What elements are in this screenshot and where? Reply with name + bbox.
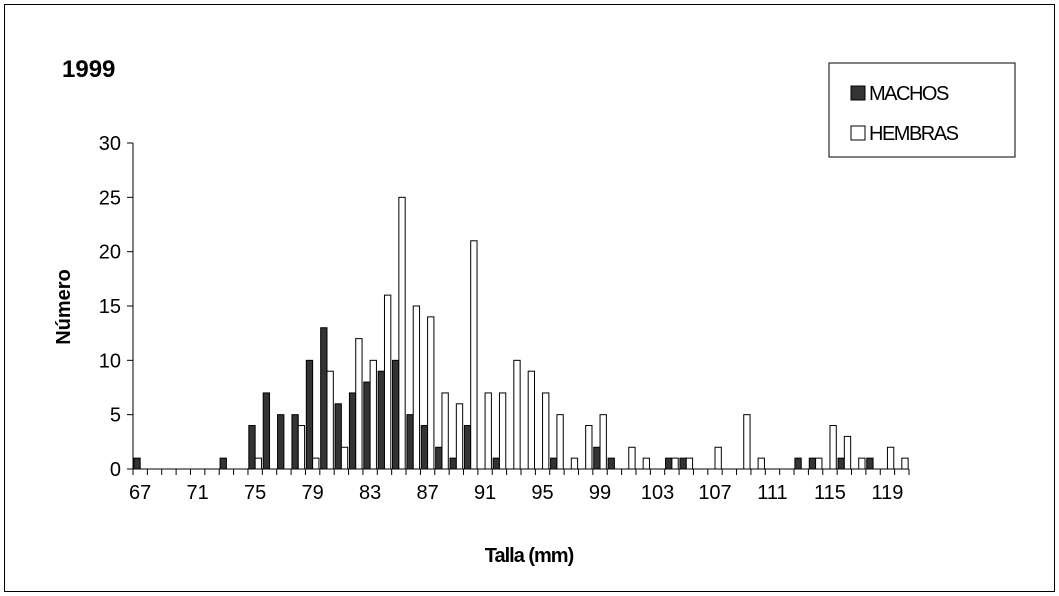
bar-machos-99 (593, 446, 601, 470)
bar-hembras-82 (355, 338, 363, 470)
bar-hembras-84 (383, 294, 392, 470)
bar-machos-114 (808, 457, 817, 470)
bar-hembras-119 (886, 446, 895, 470)
bar-hembras-81 (340, 446, 349, 470)
bar-hembras-87 (427, 316, 435, 470)
bar-machos-92 (492, 457, 500, 470)
y-tick-label: 15 (99, 296, 121, 318)
y-tick-label: 5 (110, 405, 121, 427)
bar-machos-73 (219, 457, 227, 470)
legend: MACHOS HEMBRAS (828, 62, 1016, 158)
bar-hembras-90 (470, 240, 478, 470)
y-tick-label: 0 (110, 459, 121, 481)
x-axis-label: Talla (mm) (485, 545, 574, 567)
legend-swatch-machos (850, 85, 866, 101)
x-tick-label: 103 (641, 482, 674, 504)
bar-hembras-75 (254, 457, 262, 470)
x-tick-label: 67 (129, 482, 151, 504)
x-tick-label: 107 (698, 482, 731, 504)
bar-machos-85 (392, 359, 400, 470)
bar-machos-105 (679, 457, 687, 470)
x-tick-label: 83 (359, 482, 381, 504)
bar-machos-86 (406, 414, 414, 470)
bar-machos-104 (665, 457, 673, 470)
legend-swatch-hembras (850, 125, 866, 141)
y-tick-label: 20 (99, 242, 121, 264)
bar-machos-76 (262, 392, 271, 470)
y-tick-label: 10 (99, 350, 121, 372)
x-tick-label: 99 (589, 482, 611, 504)
bar-hembras-86 (412, 305, 421, 470)
chart-title: 1999 (62, 56, 115, 83)
bar-machos-118 (866, 457, 874, 470)
bar-machos-90 (463, 425, 472, 470)
bar-hembras-105 (685, 457, 694, 470)
x-tick-label: 75 (244, 482, 266, 504)
bar-hembras-97 (570, 457, 579, 470)
bar-machos-89 (449, 457, 457, 470)
bar-hembras-109 (743, 414, 751, 470)
x-tick-label: 95 (531, 482, 553, 504)
bar-hembras-92 (498, 392, 507, 470)
bar-hembras-95 (542, 392, 550, 470)
bar-hembras-98 (585, 425, 593, 470)
x-tick-label: 91 (474, 482, 496, 504)
bar-hembras-78 (297, 425, 306, 470)
bar-hembras-102 (642, 457, 650, 470)
bar-machos-113 (794, 457, 802, 470)
bar-hembras-110 (757, 457, 765, 470)
x-tick-label: 115 (814, 482, 846, 504)
y-tick-label: 25 (99, 187, 121, 209)
bar-hembras-104 (671, 457, 679, 470)
bar-hembras-107 (714, 446, 722, 470)
axes (127, 142, 910, 475)
bar-machos-80 (320, 327, 328, 470)
bar-machos-82 (348, 392, 357, 470)
bar-machos-78 (291, 414, 299, 470)
bar-hembras-85 (398, 196, 406, 470)
bar-hembras-88 (441, 392, 449, 470)
x-tick-label: 119 (871, 482, 903, 504)
legend-label-hembras: HEMBRAS (869, 123, 959, 145)
bar-hembras-101 (628, 446, 636, 470)
bar-hembras-80 (326, 370, 334, 470)
bar-machos-116 (837, 457, 845, 470)
bar-hembras-93 (513, 359, 521, 470)
bar-hembras-94 (527, 370, 536, 470)
bar-machos-81 (334, 403, 342, 470)
bar-hembras-114 (815, 457, 823, 470)
bar-hembras-99 (599, 414, 607, 470)
x-tick-label: 111 (757, 482, 787, 504)
bar-machos-96 (550, 457, 558, 470)
bar-machos-84 (377, 370, 385, 470)
bar-machos-88 (435, 446, 443, 470)
bar-machos-79 (305, 359, 314, 470)
x-tick-label: 71 (187, 482, 209, 504)
bars (133, 196, 909, 470)
bar-hembras-116 (843, 435, 852, 470)
bar-machos-100 (607, 457, 615, 470)
tick-labels: 0 5 10 15 20 25 30 67 71 75 79 83 87 91 95 99 103 107 111 1… (99, 133, 904, 504)
legend-box (828, 62, 1016, 158)
bar-machos-67 (133, 457, 141, 470)
bar-hembras-120 (901, 457, 909, 470)
bar-hembras-89 (455, 403, 464, 470)
bar-hembras-83 (369, 359, 377, 470)
y-axis-label: Número (53, 269, 75, 345)
bar-hembras-117 (858, 457, 866, 470)
bar-hembras-96 (556, 414, 564, 470)
legend-label-machos: MACHOS (869, 83, 949, 105)
bar-machos-75 (248, 425, 256, 470)
bar-hembras-91 (484, 392, 492, 470)
bar-machos-87 (420, 425, 429, 470)
bar-hembras-115 (829, 425, 837, 470)
y-tick-label: 30 (99, 133, 121, 155)
x-tick-label: 79 (302, 482, 324, 504)
bar-hembras-79 (312, 457, 320, 470)
bar-machos-83 (363, 381, 371, 470)
x-tick-label: 87 (416, 482, 438, 504)
bar-machos-77 (277, 414, 285, 470)
